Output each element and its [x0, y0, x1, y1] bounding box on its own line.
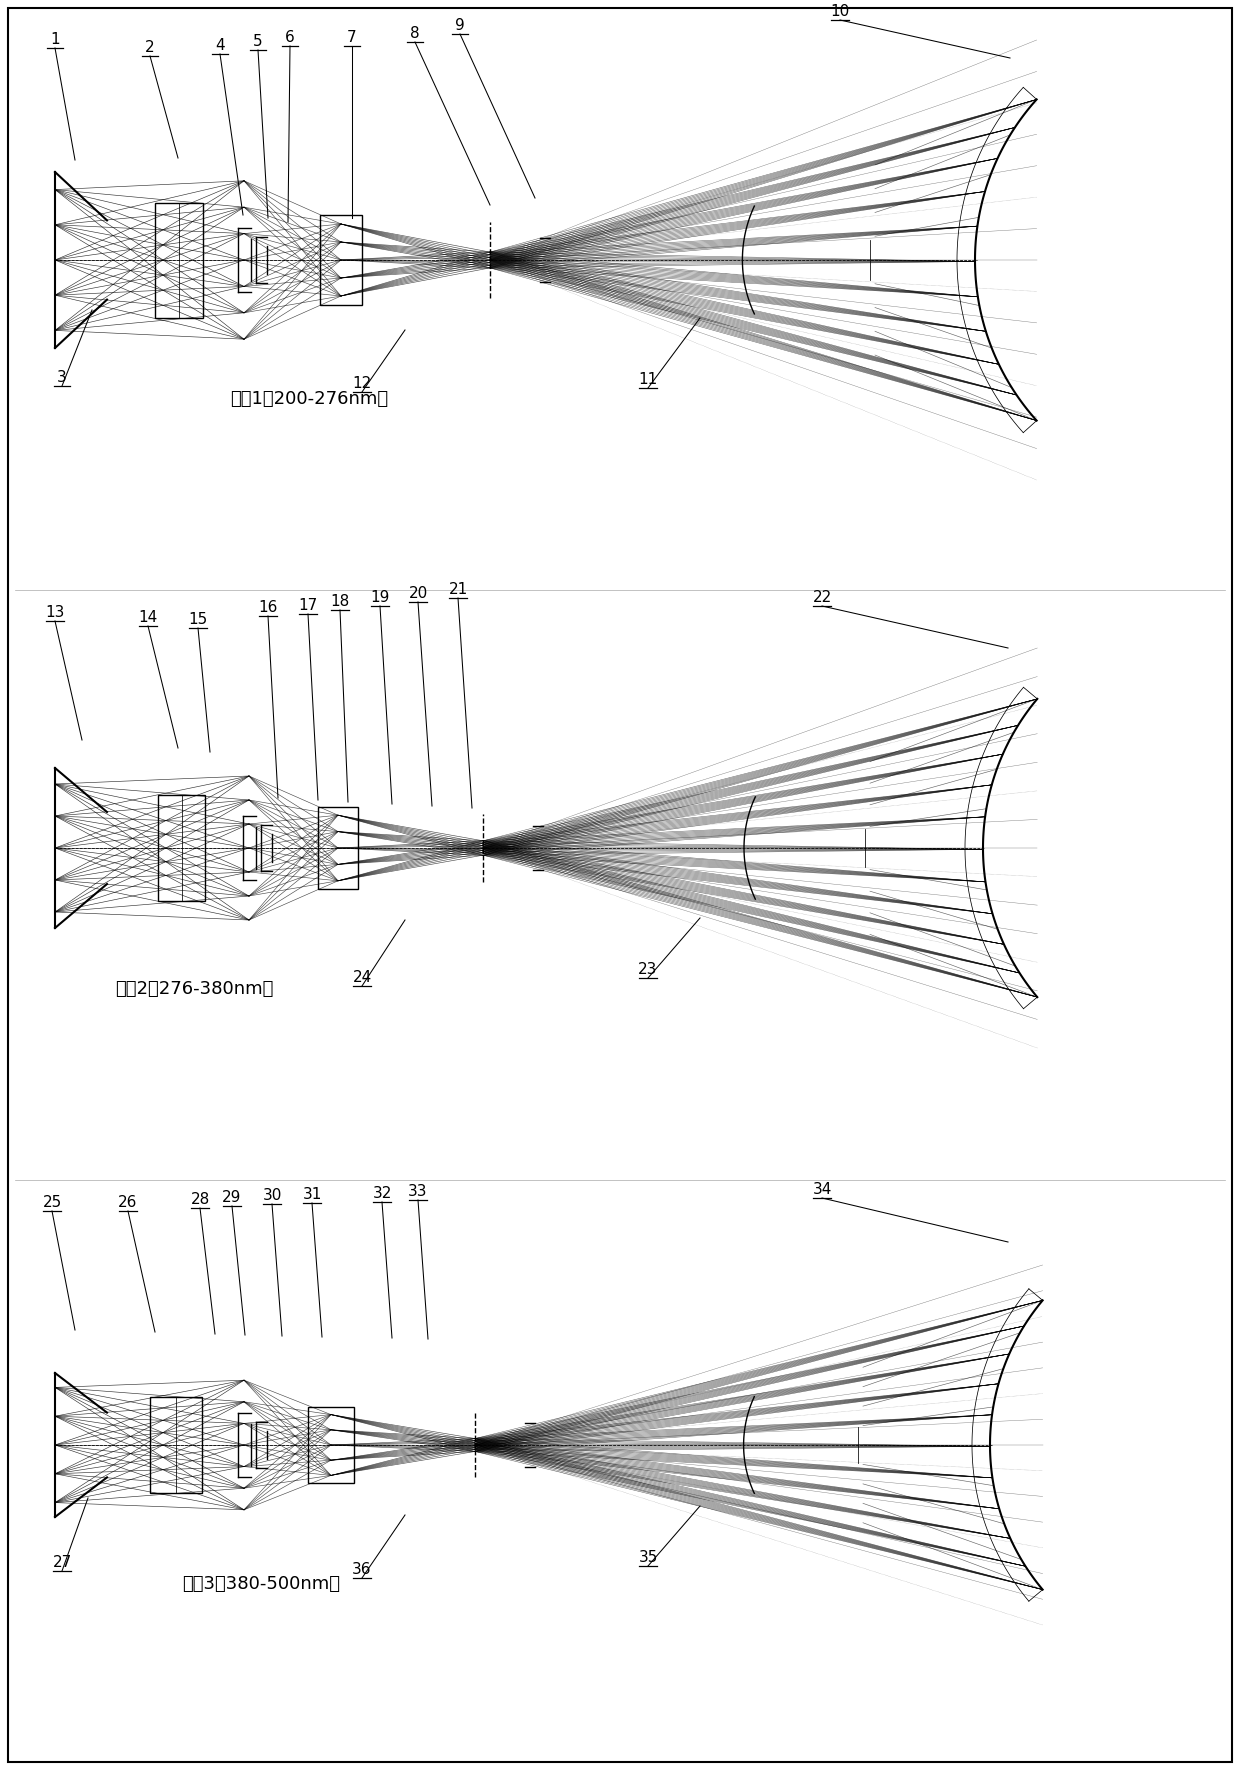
Text: 25: 25 — [42, 1195, 62, 1211]
Text: 15: 15 — [188, 612, 207, 627]
Text: 4: 4 — [216, 37, 224, 53]
Text: 36: 36 — [352, 1561, 372, 1577]
Text: 12: 12 — [352, 375, 372, 391]
Text: 11: 11 — [639, 372, 657, 388]
Text: 19: 19 — [371, 589, 389, 605]
Text: 23: 23 — [639, 963, 657, 977]
Bar — [308, 1407, 353, 1483]
Text: 10: 10 — [831, 4, 849, 19]
Text: 2: 2 — [145, 41, 155, 55]
Text: 13: 13 — [46, 605, 64, 620]
Text: 1: 1 — [50, 32, 60, 48]
Text: 34: 34 — [812, 1182, 832, 1197]
Text: 30: 30 — [263, 1188, 281, 1204]
Text: 27: 27 — [52, 1556, 72, 1570]
Text: 22: 22 — [812, 589, 832, 605]
Text: 17: 17 — [299, 598, 317, 612]
Text: 14: 14 — [139, 611, 157, 625]
Bar — [155, 202, 203, 317]
Text: 18: 18 — [330, 595, 350, 609]
Text: 通道3（380-500nm）: 通道3（380-500nm） — [182, 1575, 340, 1593]
Text: 通道2（276-380nm）: 通道2（276-380nm） — [115, 981, 273, 998]
Text: 33: 33 — [408, 1184, 428, 1198]
Text: 26: 26 — [118, 1195, 138, 1211]
Text: 8: 8 — [410, 27, 420, 41]
Bar — [157, 795, 205, 901]
Bar — [150, 1397, 202, 1494]
Text: 9: 9 — [455, 18, 465, 34]
Text: 31: 31 — [303, 1188, 321, 1202]
Text: 20: 20 — [408, 586, 428, 602]
Text: 29: 29 — [222, 1189, 242, 1205]
Text: 3: 3 — [57, 370, 67, 386]
Text: 16: 16 — [258, 600, 278, 614]
Text: 6: 6 — [285, 30, 295, 44]
Text: 21: 21 — [449, 582, 467, 596]
Text: 32: 32 — [372, 1186, 392, 1202]
Text: 5: 5 — [253, 34, 263, 50]
Text: 通道1（200-276nm）: 通道1（200-276nm） — [229, 389, 388, 409]
Bar — [317, 807, 358, 889]
Text: 28: 28 — [191, 1191, 210, 1207]
Text: 24: 24 — [352, 970, 372, 984]
Text: 7: 7 — [347, 30, 357, 44]
Text: 35: 35 — [639, 1551, 657, 1565]
Bar — [320, 214, 362, 304]
